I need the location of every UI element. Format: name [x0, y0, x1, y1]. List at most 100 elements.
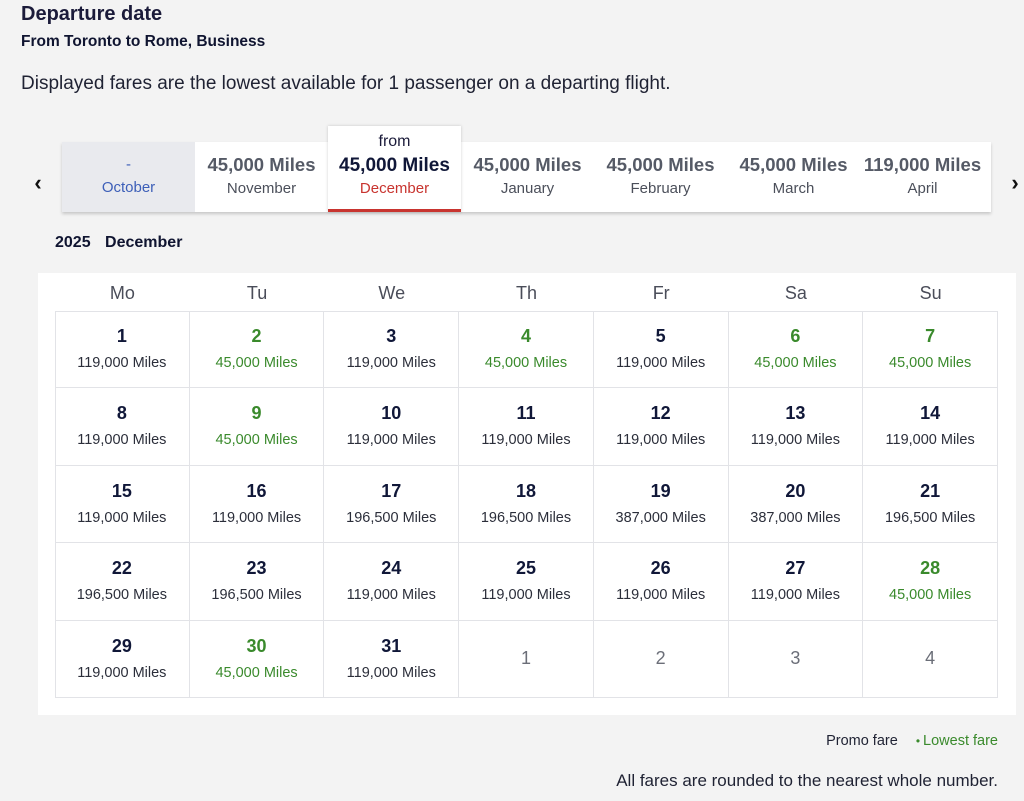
day-cell[interactable]: 14 119,000 Miles: [863, 388, 998, 466]
month-miles: 45,000 Miles: [207, 154, 316, 175]
calendar-heading: 2025 December: [55, 234, 182, 252]
day-number: 12: [650, 403, 671, 424]
month-name: February: [630, 180, 691, 197]
weekday-label: We: [378, 283, 406, 303]
weekday-label: Tu: [246, 283, 268, 303]
day-number: 25: [515, 558, 536, 579]
day-fare: 45,000 Miles: [215, 432, 298, 449]
day-number: 11: [516, 403, 536, 424]
day-cell[interactable]: 2 45,000 Miles: [189, 311, 325, 389]
day-number: 24: [381, 558, 402, 579]
chevron-left-icon[interactable]: ‹: [34, 170, 42, 195]
month-miles: 45,000 Miles: [473, 154, 582, 175]
day-cell[interactable]: 15 119,000 Miles: [55, 465, 190, 544]
day-cell[interactable]: 24 119,000 Miles: [324, 543, 460, 621]
day-cell[interactable]: 31 119,000 Miles: [324, 620, 460, 698]
day-number: 22: [111, 558, 132, 579]
day-fare: 45,000 Miles: [215, 355, 298, 371]
day-cell-next-month: 3: [728, 620, 864, 698]
weekday-label: Mo: [109, 283, 135, 303]
day-cell[interactable]: 10 119,000 Miles: [324, 388, 460, 466]
month-miles: 45,000 Miles: [739, 154, 848, 175]
month-tab-november[interactable]: 45,000 Miles November: [195, 142, 328, 212]
day-fare: 119,000 Miles: [346, 355, 436, 371]
day-number: 17: [381, 480, 402, 501]
day-number: 2: [251, 326, 262, 346]
day-number: 1: [116, 326, 127, 346]
day-cell[interactable]: 1 119,000 Miles: [55, 311, 190, 389]
day-cell[interactable]: 19 387,000 Miles: [593, 465, 729, 544]
day-cell[interactable]: 5 119,000 Miles: [593, 311, 729, 389]
day-fare: 196,500 Miles: [76, 587, 167, 604]
day-cell[interactable]: 17 196,500 Miles: [324, 465, 460, 544]
day-cell[interactable]: 21 196,500 Miles: [863, 465, 998, 544]
month-tab-january[interactable]: 45,000 Miles January: [461, 142, 594, 212]
rounding-footnote: All fares are rounded to the nearest who…: [616, 771, 998, 790]
day-cell-next-month: 1: [459, 620, 594, 698]
weekday-label: Su: [919, 283, 942, 303]
page-title: Departure date: [21, 3, 163, 25]
day-number: 19: [650, 480, 671, 501]
day-cell[interactable]: 18 196,500 Miles: [459, 465, 594, 544]
day-number: 29: [111, 635, 132, 656]
month-name: October: [101, 179, 156, 196]
month-tab-april[interactable]: 119,000 Miles April: [856, 142, 989, 212]
day-cell[interactable]: 20 387,000 Miles: [728, 465, 864, 544]
weekday-label: Th: [515, 283, 537, 303]
day-fare: 45,000 Miles: [484, 355, 568, 371]
day-fare: 45,000 Miles: [889, 587, 972, 604]
day-cell[interactable]: 13 119,000 Miles: [728, 388, 864, 466]
month-tab-february[interactable]: 45,000 Miles February: [594, 142, 727, 212]
day-fare: 119,000 Miles: [211, 509, 302, 526]
day-cell[interactable]: 4 45,000 Miles: [459, 311, 594, 389]
day-cell[interactable]: 16 119,000 Miles: [189, 465, 325, 544]
weekday-label: Sa: [784, 283, 807, 303]
month-tab-december[interactable]: from 45,000 Miles December: [328, 126, 461, 212]
day-cell[interactable]: 6 45,000 Miles: [728, 311, 864, 389]
month-miles: -: [126, 156, 131, 173]
month-miles: 45,000 Miles: [339, 155, 450, 176]
day-fare: 119,000 Miles: [616, 432, 706, 449]
day-cell-next-month: 2: [593, 620, 729, 698]
fare-legend: Promo fare • Lowest fare: [826, 733, 998, 749]
day-cell[interactable]: 7 45,000 Miles: [863, 311, 998, 389]
day-cell[interactable]: 28 45,000 Miles: [863, 543, 998, 621]
day-number: 13: [785, 403, 806, 424]
month-tab-march[interactable]: 45,000 Miles March: [727, 142, 860, 212]
day-number: 1: [520, 647, 531, 668]
day-fare: 119,000 Miles: [77, 355, 167, 371]
day-fare: 119,000 Miles: [481, 432, 571, 449]
day-cell[interactable]: 29 119,000 Miles: [55, 620, 190, 698]
day-number: 16: [246, 480, 267, 501]
day-cell[interactable]: 3 119,000 Miles: [324, 311, 460, 389]
day-fare: 119,000 Miles: [77, 509, 167, 526]
day-fare: 196,500 Miles: [884, 509, 976, 526]
month-name: November: [226, 180, 297, 197]
day-number: 26: [650, 558, 671, 579]
day-cell[interactable]: 26 119,000 Miles: [593, 543, 729, 621]
month-name: March: [772, 180, 815, 197]
day-fare: 387,000 Miles: [615, 509, 706, 526]
day-fare: 119,000 Miles: [77, 664, 167, 681]
weekday-label: Fr: [652, 283, 670, 303]
day-cell[interactable]: 8 119,000 Miles: [55, 388, 190, 466]
day-fare: 45,000 Miles: [754, 355, 837, 371]
day-cell[interactable]: 12 119,000 Miles: [593, 388, 729, 466]
day-cell[interactable]: 11 119,000 Miles: [459, 388, 594, 466]
month-tab-october: - October: [62, 142, 195, 212]
day-fare: 119,000 Miles: [885, 432, 975, 449]
day-number: 31: [381, 635, 402, 656]
day-cell[interactable]: 25 119,000 Miles: [459, 543, 594, 621]
day-number: 8: [116, 403, 127, 424]
day-number: 15: [111, 480, 132, 501]
chevron-right-icon[interactable]: ›: [1011, 170, 1019, 195]
day-cell[interactable]: 23 196,500 Miles: [189, 543, 325, 621]
day-cell[interactable]: 30 45,000 Miles: [189, 620, 325, 698]
day-cell[interactable]: 22 196,500 Miles: [55, 543, 190, 621]
day-fare: 119,000 Miles: [346, 587, 436, 604]
day-number: 23: [246, 558, 267, 579]
day-cell[interactable]: 9 45,000 Miles: [189, 388, 325, 466]
from-label: from: [378, 133, 411, 150]
day-cell[interactable]: 27 119,000 Miles: [728, 543, 864, 621]
day-fare: 196,500 Miles: [211, 587, 302, 604]
